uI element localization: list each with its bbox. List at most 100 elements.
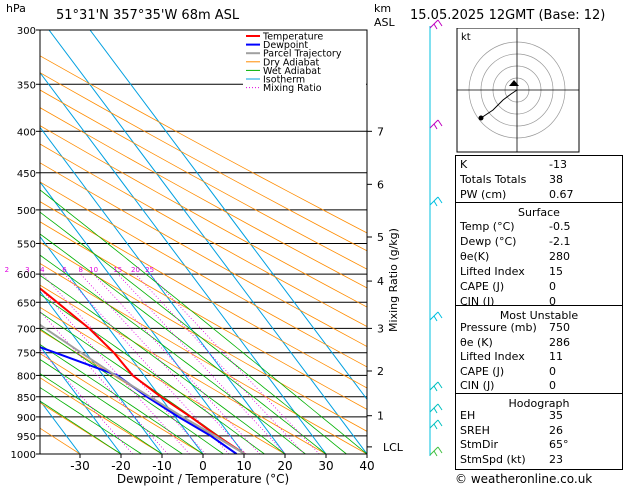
row-label: Temp (°C)	[460, 220, 515, 233]
row-value: 35	[549, 409, 563, 422]
temp-tick-label: 40	[359, 459, 374, 473]
row-value: 286	[549, 335, 570, 349]
dry-adiabat	[40, 72, 367, 252]
row-value: -0.5	[549, 220, 571, 233]
legend-box	[243, 31, 366, 91]
isotherm-line	[40, 290, 163, 454]
hpa-label: hPa	[6, 2, 26, 15]
legend-entry: Dry Adiabat	[263, 57, 320, 68]
row-value: 26	[549, 423, 563, 437]
temp-tick-label: 10	[236, 459, 251, 473]
temp-tick-label: 20	[277, 459, 292, 473]
hodograph-row: StmDir 65°	[460, 438, 618, 453]
isotherm-line	[48, 30, 367, 454]
isotherm-line	[40, 71, 327, 454]
wet-adiabat	[40, 358, 183, 454]
pressure-tick-label: 550	[17, 240, 36, 251]
temperature-profile	[40, 287, 246, 454]
km-tick-label: 1	[377, 410, 384, 423]
wind-barb	[429, 19, 443, 30]
wind-barb	[429, 311, 443, 322]
x-axis-title: Dewpoint / Temperature (°C)	[117, 472, 289, 486]
row-label: CIN (J)	[460, 379, 495, 392]
mixing-ratio-line	[64, 273, 230, 454]
mixing-ratio-line	[93, 273, 261, 454]
most-unstable-panel: Most Unstable Pressure (mb) 750 θe (K) 286 Li…	[455, 305, 623, 395]
isotherm-line	[40, 235, 204, 454]
dry-adiabat	[40, 241, 367, 432]
wet-adiabat	[40, 293, 265, 454]
legend-entry: Dewpoint	[263, 40, 308, 51]
temp-tick-label: 0	[199, 459, 207, 473]
pressure-tick-label: 900	[17, 413, 36, 424]
row-label: StmDir	[460, 438, 499, 451]
row-value: 280	[549, 250, 570, 263]
mixing-ratio-label: 15	[113, 266, 122, 274]
dry-adiabat	[40, 221, 367, 410]
wet-adiabat	[40, 274, 286, 454]
km-tick-label: 4	[377, 275, 384, 288]
legend-entry: Wet Adiabat	[263, 66, 321, 77]
hodograph-row: SREH 26	[460, 424, 618, 439]
dry-adiabat	[40, 306, 286, 454]
dry-adiabat	[40, 162, 367, 347]
wind-barb	[429, 403, 443, 414]
surface-row: Temp (°C) -0.5	[460, 220, 618, 235]
pressure-tick-label: 450	[17, 169, 36, 180]
pressure-tick-label: 350	[17, 80, 36, 91]
row-label: SREH	[460, 423, 490, 437]
hodograph: kt	[456, 28, 580, 153]
row-value: 0	[549, 364, 556, 378]
mixing-ratio-label: 2	[5, 266, 9, 274]
surface-row: Lifted Index 15	[460, 265, 618, 280]
legend-entry: Mixing Ratio	[263, 83, 322, 94]
pressure-tick-label: 1000	[11, 450, 36, 461]
km-tick-label: 6	[377, 178, 384, 191]
wet-adiabat	[40, 400, 122, 454]
row-label: StmSpd (kt)	[460, 452, 526, 466]
pressure-tick-label: 850	[17, 393, 36, 404]
mixing-ratio-line	[42, 273, 206, 454]
mixing-ratio-line	[135, 273, 305, 454]
km-tick-label: 7	[377, 125, 384, 138]
dry-adiabat	[40, 89, 367, 270]
wind-barb	[429, 381, 443, 392]
row-label: K	[460, 158, 468, 171]
indices-panel: K -13 Totals Totals 38 PW (cm) 0.67	[455, 155, 623, 203]
wet-adiabat	[40, 373, 163, 454]
mixing-ratio-label: 4	[40, 266, 45, 274]
dry-adiabat	[40, 353, 204, 454]
row-value: 15	[549, 265, 563, 278]
wet-adiabat	[40, 328, 224, 454]
pressure-tick-label: 800	[17, 371, 36, 382]
hodograph-trace	[480, 89, 518, 119]
row-value: 23	[549, 452, 563, 466]
mixing-ratio-label: 8	[78, 266, 82, 274]
row-value: 65°	[549, 438, 569, 451]
surface-title: Surface	[518, 206, 560, 219]
station-location: 51°31'N 357°35'W 68m ASL	[56, 8, 240, 23]
legend-entry: Temperature	[262, 32, 323, 43]
temp-tick-label: -20	[111, 459, 131, 473]
dry-adiabat	[40, 143, 367, 328]
mixing-ratio-line	[40, 310, 169, 454]
surface-row: CIN (J) 0	[460, 295, 618, 310]
surface-row: θe(K) 280	[460, 250, 618, 265]
most-unstable-row: Lifted Index 11	[460, 350, 618, 365]
wet-adiabat	[40, 233, 327, 454]
row-label: Dewp (°C)	[460, 235, 517, 248]
surface-row: Dewp (°C) -2.1	[460, 235, 618, 250]
temp-tick-label: -10	[152, 459, 172, 473]
date-label: 15.05.2025 12GMT (Base: 12)	[410, 8, 606, 23]
isotherm-line	[89, 30, 367, 401]
row-value: 11	[549, 350, 563, 363]
legend-entry: Parcel Trajectory	[263, 49, 342, 60]
wind-barb	[429, 446, 443, 457]
wind-barb	[429, 119, 443, 130]
most-unstable-title: Most Unstable	[499, 309, 579, 322]
wet-adiabat	[40, 211, 347, 454]
pressure-tick-label: 950	[17, 432, 36, 443]
pressure-tick-label: 600	[17, 270, 36, 281]
